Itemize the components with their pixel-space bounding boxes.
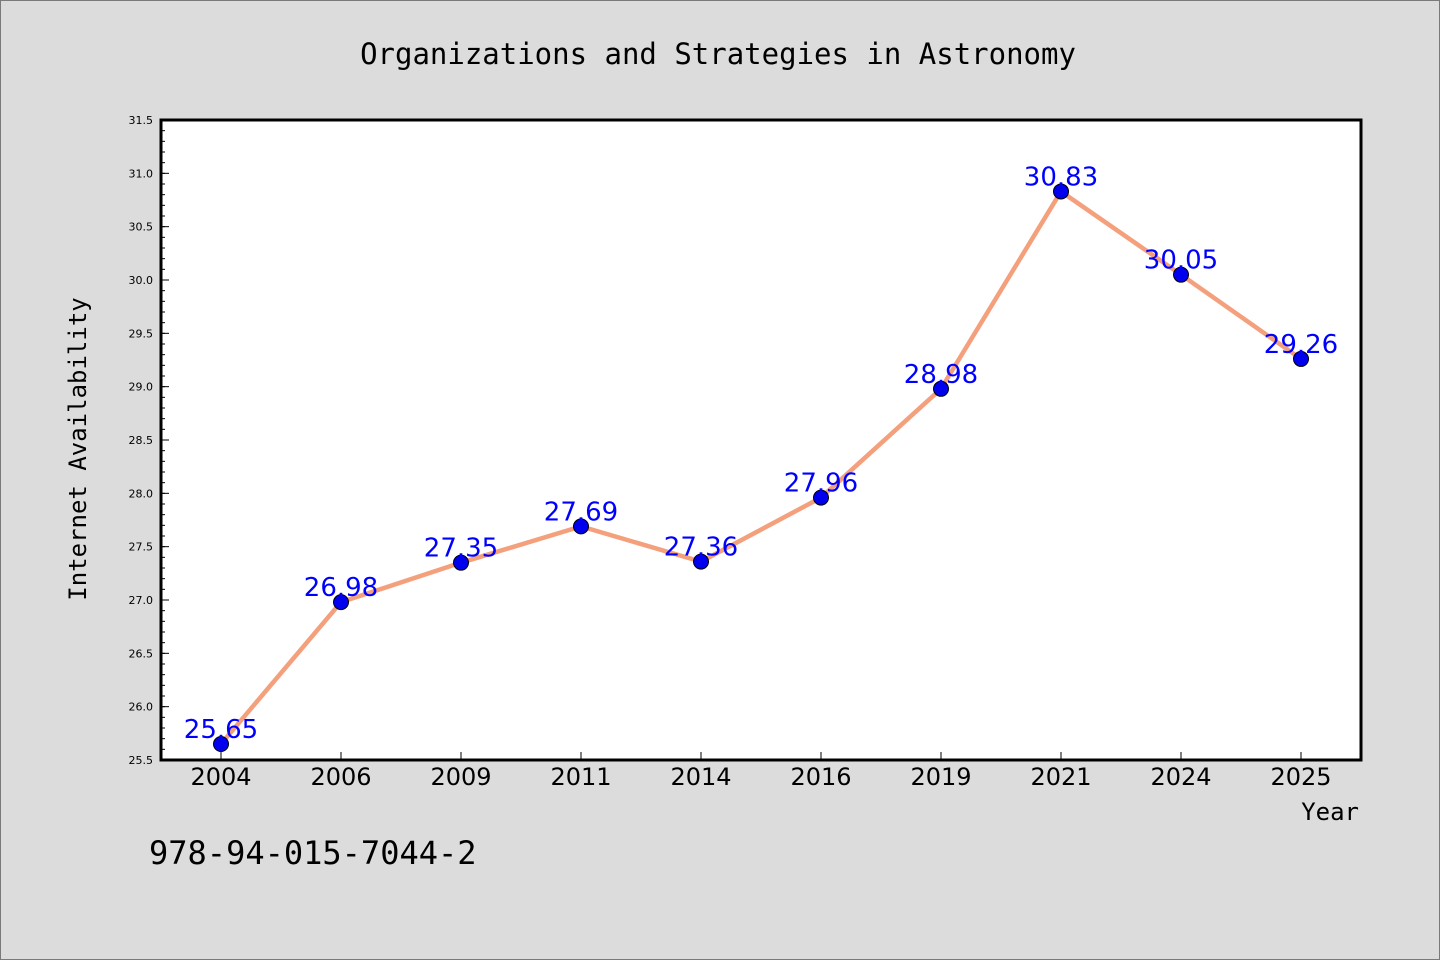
data-label: 27.36 [664,533,738,563]
y-tick-label: 25.5 [129,754,154,767]
data-label: 27.35 [424,534,498,564]
x-tick-label: 2006 [310,763,371,791]
y-tick-label: 31.0 [129,167,154,180]
y-tick-label: 26.5 [129,647,154,660]
data-label: 25.65 [184,715,258,745]
data-label: 30.05 [1144,246,1218,276]
y-tick-label: 27.5 [129,541,154,554]
y-tick-label: 30.0 [129,274,154,287]
x-tick-label: 2019 [910,763,971,791]
data-point [933,380,949,397]
data-point [453,554,469,571]
data-point [1293,350,1309,367]
data-label: 28.98 [904,360,978,390]
data-point [573,518,589,535]
data-label: 27.69 [544,497,618,527]
x-tick-label: 2025 [1270,763,1331,791]
y-tick-label: 26.0 [129,701,154,714]
y-tick-label: 29.5 [129,327,154,340]
chart-title: Organizations and Strategies in Astronom… [360,37,1076,71]
x-axis: 2004 2006 2009 2011 2014 2016 2019 2021 2024 2025 [190,752,1332,791]
x-tick-label: 2011 [550,763,611,791]
y-tick-label: 28.0 [129,487,154,500]
data-label: 29.26 [1264,330,1338,360]
x-tick-label: 2016 [790,763,851,791]
data-point [1053,183,1069,200]
x-tick-label: 2024 [1150,763,1211,791]
data-label: 27.96 [784,469,858,499]
y-axis: 25.5 26.0 26.5 27.0 27.5 28.0 28.5 29.0 29.5 30.0… [129,114,169,767]
series-group [213,183,1309,752]
x-tick-label: 2004 [190,763,251,791]
y-tick-label: 28.5 [129,434,154,447]
data-labels-group: 25.65 26.98 27.35 27.69 27.36 27.96 28.98 30.83… [184,162,1338,745]
isbn-annotation: 978-94-015-7044-2 [149,834,477,872]
plot-area [159,118,1363,762]
data-label: 30.83 [1024,162,1098,192]
data-point [333,594,349,611]
data-point [213,736,229,752]
x-tick-label: 2021 [1030,763,1091,791]
y-tick-label: 27.0 [129,594,154,607]
data-label: 26.98 [304,573,378,603]
data-point [1173,266,1189,283]
x-tick-label: 2009 [430,763,491,791]
y-tick-label: 29.0 [129,381,154,394]
y-tick-label: 31.5 [129,114,154,127]
data-point [693,553,709,570]
x-axis-label: Year [1301,798,1359,826]
data-point [813,489,829,506]
y-tick-label: 30.5 [129,221,154,234]
y-axis-label: Internet Availability [64,297,92,600]
series-line [219,189,1303,746]
x-tick-label: 2014 [670,763,731,791]
